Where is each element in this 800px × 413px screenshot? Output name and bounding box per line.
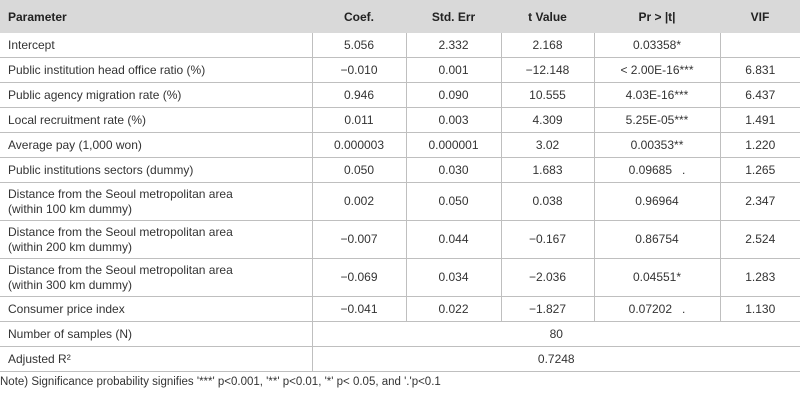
row-p-value: 0.09685 . <box>594 157 721 183</box>
row-t-value: 4.309 <box>501 107 595 133</box>
row-vif: 1.220 <box>720 132 800 158</box>
row-coef: −0.010 <box>312 57 407 83</box>
table-row: Distance from the Seoul metropolitan are… <box>0 220 800 259</box>
row-vif: 6.831 <box>720 57 800 83</box>
row-t-value: 0.038 <box>501 182 595 221</box>
table-row: Public institutions sectors (dummy) 0.05… <box>0 157 800 183</box>
regression-table-container: Parameter Coef. Std. Err t Value Pr > |t… <box>0 0 800 388</box>
row-parameter: Consumer price index <box>0 296 313 322</box>
row-vif: 1.130 <box>720 296 800 322</box>
row-parameter: Public institutions sectors (dummy) <box>0 157 313 183</box>
row-p-value: 0.07202 . <box>594 296 721 322</box>
summary-value: 80 <box>312 321 800 347</box>
row-parameter: Public agency migration rate (%) <box>0 82 313 108</box>
row-vif: 1.491 <box>720 107 800 133</box>
row-parameter-line2: (within 200 km dummy) <box>8 239 133 254</box>
header-coef: Coef. <box>312 0 406 33</box>
row-p-value: 0.03358* <box>594 33 721 58</box>
row-p-value: 5.25E-05*** <box>594 107 721 133</box>
row-std-err: 0.090 <box>406 82 502 108</box>
row-std-err: 0.030 <box>406 157 502 183</box>
row-parameter: Average pay (1,000 won) <box>0 132 313 158</box>
row-t-value: 10.555 <box>501 82 595 108</box>
row-std-err: 0.034 <box>406 258 502 297</box>
row-coef: 0.000003 <box>312 132 407 158</box>
summary-label: Adjusted R² <box>0 346 313 372</box>
table-row: Intercept 5.056 2.332 2.168 0.03358* <box>0 33 800 58</box>
header-row: Parameter Coef. Std. Err t Value Pr > |t… <box>0 0 800 33</box>
header-p-value: Pr > |t| <box>594 0 720 33</box>
row-p-value: 4.03E-16*** <box>594 82 721 108</box>
row-p-value: 0.00353** <box>594 132 721 158</box>
row-vif: 2.524 <box>720 220 800 259</box>
row-parameter: Distance from the Seoul metropolitan are… <box>0 182 313 221</box>
row-parameter: Intercept <box>0 33 313 58</box>
row-parameter: Distance from the Seoul metropolitan are… <box>0 220 313 259</box>
row-parameter-line1: Distance from the Seoul metropolitan are… <box>8 262 233 277</box>
row-std-err: 2.332 <box>406 33 502 58</box>
row-std-err: 0.001 <box>406 57 502 83</box>
table-row: Public institution head office ratio (%)… <box>0 57 800 83</box>
table-row: Consumer price index −0.041 0.022 −1.827… <box>0 296 800 322</box>
row-p-value: < 2.00E-16*** <box>594 57 721 83</box>
header-parameter: Parameter <box>0 0 312 33</box>
row-vif: 2.347 <box>720 182 800 221</box>
row-parameter: Distance from the Seoul metropolitan are… <box>0 258 313 297</box>
row-p-value: 0.04551* <box>594 258 721 297</box>
table-row: Average pay (1,000 won) 0.000003 0.00000… <box>0 132 800 158</box>
row-parameter: Public institution head office ratio (%) <box>0 57 313 83</box>
row-vif: 1.283 <box>720 258 800 297</box>
row-std-err: 0.022 <box>406 296 502 322</box>
table-row: Distance from the Seoul metropolitan are… <box>0 182 800 221</box>
table-note: Note) Significance probability signifies… <box>0 376 441 388</box>
row-t-value: 3.02 <box>501 132 595 158</box>
row-std-err: 0.050 <box>406 182 502 221</box>
row-std-err: 0.003 <box>406 107 502 133</box>
row-coef: −0.007 <box>312 220 407 259</box>
row-p-value: 0.86754 <box>594 220 721 259</box>
row-t-value: 1.683 <box>501 157 595 183</box>
summary-row: Number of samples (N) 80 <box>0 321 800 347</box>
row-parameter: Local recruitment rate (%) <box>0 107 313 133</box>
row-parameter-line2: (within 100 km dummy) <box>8 201 133 216</box>
row-t-value: −12.148 <box>501 57 595 83</box>
row-coef: 0.002 <box>312 182 407 221</box>
table-row: Local recruitment rate (%) 0.011 0.003 4… <box>0 107 800 133</box>
row-coef: 0.946 <box>312 82 407 108</box>
regression-table: Parameter Coef. Std. Err t Value Pr > |t… <box>0 0 800 372</box>
row-t-value: −2.036 <box>501 258 595 297</box>
row-t-value: 2.168 <box>501 33 595 58</box>
row-parameter-line1: Distance from the Seoul metropolitan are… <box>8 186 233 201</box>
table-row: Distance from the Seoul metropolitan are… <box>0 258 800 297</box>
summary-row: Adjusted R² 0.7248 <box>0 346 800 372</box>
row-vif: 1.265 <box>720 157 800 183</box>
row-parameter-line1: Distance from the Seoul metropolitan are… <box>8 224 233 239</box>
row-vif: 6.437 <box>720 82 800 108</box>
summary-label: Number of samples (N) <box>0 321 313 347</box>
row-coef: 0.011 <box>312 107 407 133</box>
row-parameter-line2: (within 300 km dummy) <box>8 277 133 292</box>
row-coef: 5.056 <box>312 33 407 58</box>
row-vif <box>720 33 800 58</box>
row-coef: −0.041 <box>312 296 407 322</box>
row-t-value: −1.827 <box>501 296 595 322</box>
row-p-value: 0.96964 <box>594 182 721 221</box>
row-std-err: 0.000001 <box>406 132 502 158</box>
row-std-err: 0.044 <box>406 220 502 259</box>
row-t-value: −0.167 <box>501 220 595 259</box>
header-std-err: Std. Err <box>406 0 501 33</box>
row-coef: 0.050 <box>312 157 407 183</box>
table-row: Public agency migration rate (%) 0.946 0… <box>0 82 800 108</box>
row-coef: −0.069 <box>312 258 407 297</box>
summary-value: 0.7248 <box>312 346 800 372</box>
header-t-value: t Value <box>501 0 594 33</box>
header-vif: VIF <box>720 0 800 33</box>
